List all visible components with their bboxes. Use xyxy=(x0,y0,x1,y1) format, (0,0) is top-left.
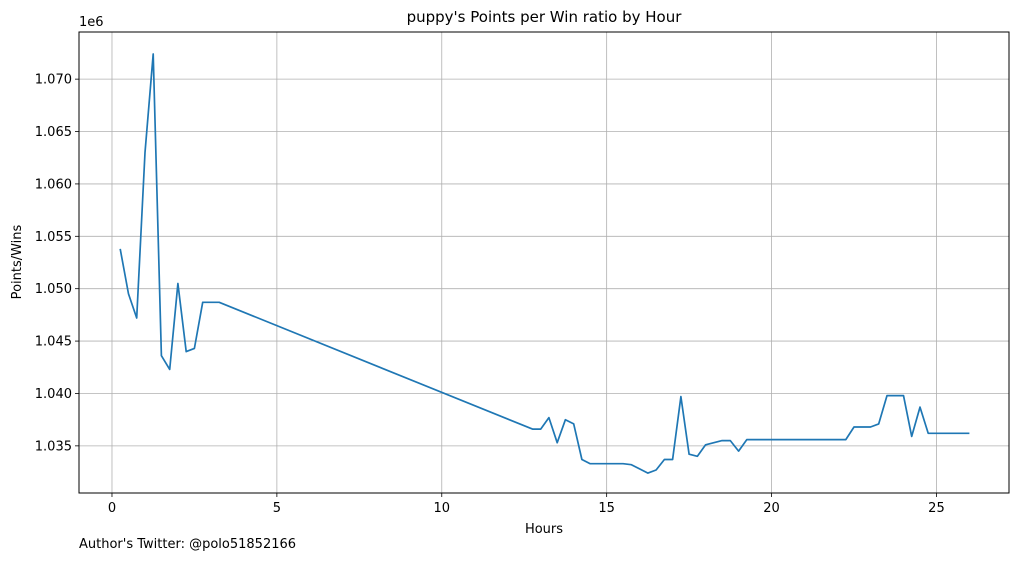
x-tick-label: 20 xyxy=(763,501,780,516)
x-axis-title: Hours xyxy=(525,522,563,537)
plot-frame xyxy=(78,31,1010,494)
x-tick-label: 0 xyxy=(108,501,116,516)
y-axis-title: Points/Wins xyxy=(10,224,25,299)
y-tick-label: 1.055 xyxy=(35,230,72,245)
x-tick-label: 25 xyxy=(928,501,945,516)
chart-title: puppy's Points per Win ratio by Hour xyxy=(407,8,683,26)
author-twitter-note: Author's Twitter: @polo51852166 xyxy=(79,537,297,552)
ticks: 0 5 10 15 20 25 1.035 1.040 1.045 1.050 1.055 1.060… xyxy=(35,73,945,516)
series-layer xyxy=(119,53,970,474)
grid xyxy=(79,32,1009,493)
x-tick-label: 15 xyxy=(598,501,615,516)
series-line xyxy=(119,53,970,474)
x-tick-label: 5 xyxy=(273,501,281,516)
y-tick-label: 1.035 xyxy=(35,439,72,454)
x-tick-label: 10 xyxy=(433,501,450,516)
y-tick-label: 1.060 xyxy=(35,177,72,192)
y-tick-label: 1.040 xyxy=(35,387,72,402)
y-tick-label: 1.065 xyxy=(35,125,72,140)
y-tick-label: 1.045 xyxy=(35,335,72,350)
y-tick-label: 1.070 xyxy=(35,73,72,88)
y-offset-label: 1e6 xyxy=(79,15,104,30)
y-tick-label: 1.050 xyxy=(35,282,72,297)
